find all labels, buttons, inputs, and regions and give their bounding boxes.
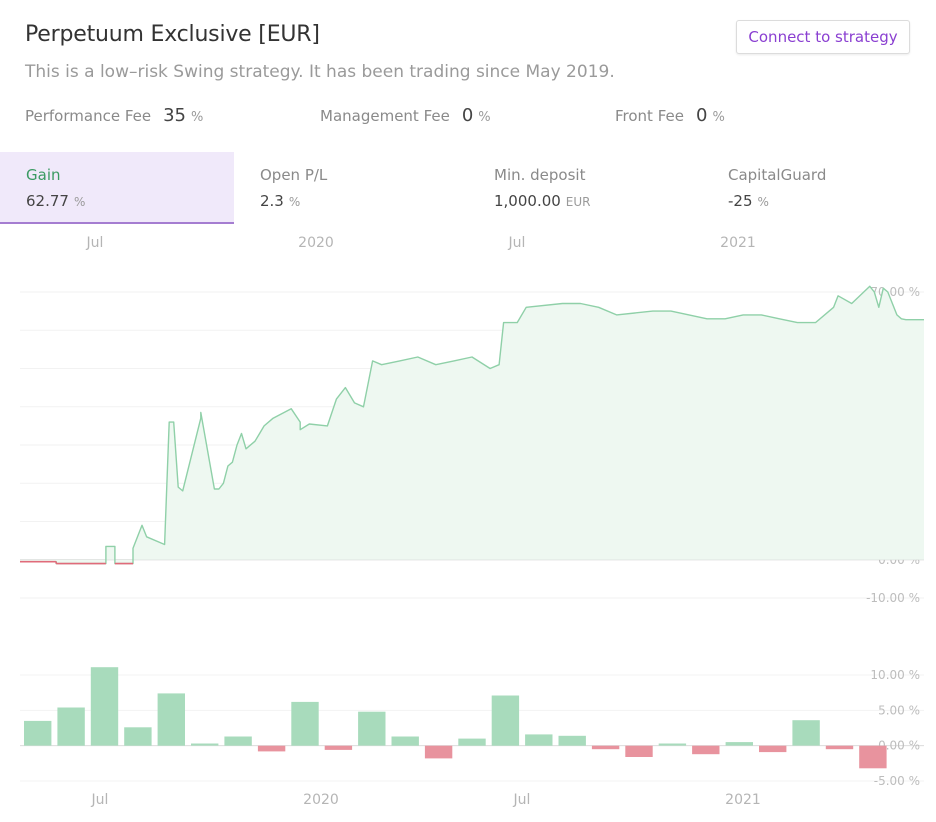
monthly-return-bar <box>458 738 486 746</box>
monthly-return-bar <box>24 720 52 746</box>
connect-to-strategy-button[interactable]: Connect to strategy <box>736 20 910 54</box>
page-title: Perpetuum Exclusive [EUR] <box>25 22 320 47</box>
bar-chart-y-tick-label: 5.00 % <box>878 703 920 717</box>
performance-fee: Performance Fee 35 % <box>25 105 203 126</box>
bar-chart-y-tick-label: 0.00 % <box>878 739 920 753</box>
line-chart-y-tick-label: -10.00 % <box>866 591 920 605</box>
gain-label: Gain <box>26 166 61 184</box>
performance-fee-value: 35 <box>163 105 186 126</box>
min-deposit-label: Min. deposit <box>494 166 586 184</box>
top-x-tick-label: Jul <box>508 235 526 251</box>
monthly-return-bar <box>591 745 620 750</box>
monthly-return-bar <box>859 745 887 769</box>
monthly-return-bar <box>725 742 753 746</box>
strategy-description: This is a low–risk Swing strategy. It ha… <box>25 62 615 82</box>
min-deposit-value: 1,000.00 <box>494 192 561 210</box>
monthly-return-bar <box>291 701 319 746</box>
capitalguard-label: CapitalGuard <box>728 166 827 184</box>
gain-unit: % <box>73 195 86 209</box>
gain-area-fill <box>20 286 924 564</box>
management-fee-label: Management Fee <box>320 107 450 125</box>
bar-chart-y-tick-label: -5.00 % <box>874 774 920 788</box>
monthly-return-bar <box>57 707 85 746</box>
capitalguard-unit: % <box>757 195 769 209</box>
front-fee-label: Front Fee <box>615 107 684 125</box>
monthly-return-bar <box>558 735 586 746</box>
bar-chart-y-tick-label: 10.00 % <box>870 668 920 682</box>
line-chart-y-tick-label: 70.00 % <box>870 285 920 299</box>
tab-open-pl[interactable]: Open P/L 2.3% <box>234 152 468 224</box>
monthly-return-bar <box>759 745 787 753</box>
tab-capitalguard[interactable]: CapitalGuard -25% <box>702 152 936 224</box>
top-x-tick-label: Jul <box>86 235 104 251</box>
management-fee-unit: % <box>478 110 491 125</box>
monthly-return-bar <box>391 736 419 746</box>
front-fee-unit: % <box>712 110 725 125</box>
monthly-return-bar <box>424 745 453 759</box>
monthly-return-bar <box>692 745 720 755</box>
top-x-tick-label: 2020 <box>298 235 334 251</box>
front-fee: Front Fee 0 % <box>615 105 725 126</box>
open-pl-unit: % <box>288 195 301 209</box>
monthly-return-bar <box>224 736 252 746</box>
bottom-x-tick-label: Jul <box>513 792 531 808</box>
performance-fee-label: Performance Fee <box>25 107 152 125</box>
monthly-return-bar <box>191 743 219 746</box>
monthly-return-bar <box>658 743 687 746</box>
management-fee: Management Fee 0 % <box>320 105 491 126</box>
monthly-return-bar <box>324 745 353 750</box>
bottom-x-tick-label: 2020 <box>303 792 339 808</box>
bottom-x-tick-label: 2021 <box>725 792 761 808</box>
monthly-return-bar <box>157 693 185 746</box>
management-fee-value: 0 <box>461 105 474 126</box>
bottom-x-tick-label: Jul <box>91 792 109 808</box>
monthly-return-bar <box>90 667 119 746</box>
open-pl-value: 2.3 <box>260 192 284 210</box>
monthly-return-bar <box>491 695 520 746</box>
capitalguard-value: -25 <box>728 192 753 210</box>
performance-fee-unit: % <box>191 110 204 125</box>
min-deposit-unit: EUR <box>565 195 591 209</box>
tab-gain[interactable]: Gain 62.77% <box>0 152 234 224</box>
front-fee-value: 0 <box>695 105 708 126</box>
monthly-return-bar <box>525 734 553 746</box>
gain-line-series <box>20 285 924 565</box>
top-x-tick-label: 2021 <box>720 235 756 251</box>
monthly-return-bar <box>257 745 286 752</box>
tab-min-deposit[interactable]: Min. deposit 1,000.00 EUR <box>468 152 702 224</box>
monthly-return-bar <box>825 745 854 750</box>
monthly-return-bar <box>625 745 653 757</box>
gain-value: 62.77 <box>26 192 69 210</box>
monthly-return-bar <box>792 720 820 746</box>
open-pl-label: Open P/L <box>260 166 328 184</box>
monthly-return-bar <box>124 727 152 746</box>
monthly-return-bar <box>358 711 386 746</box>
